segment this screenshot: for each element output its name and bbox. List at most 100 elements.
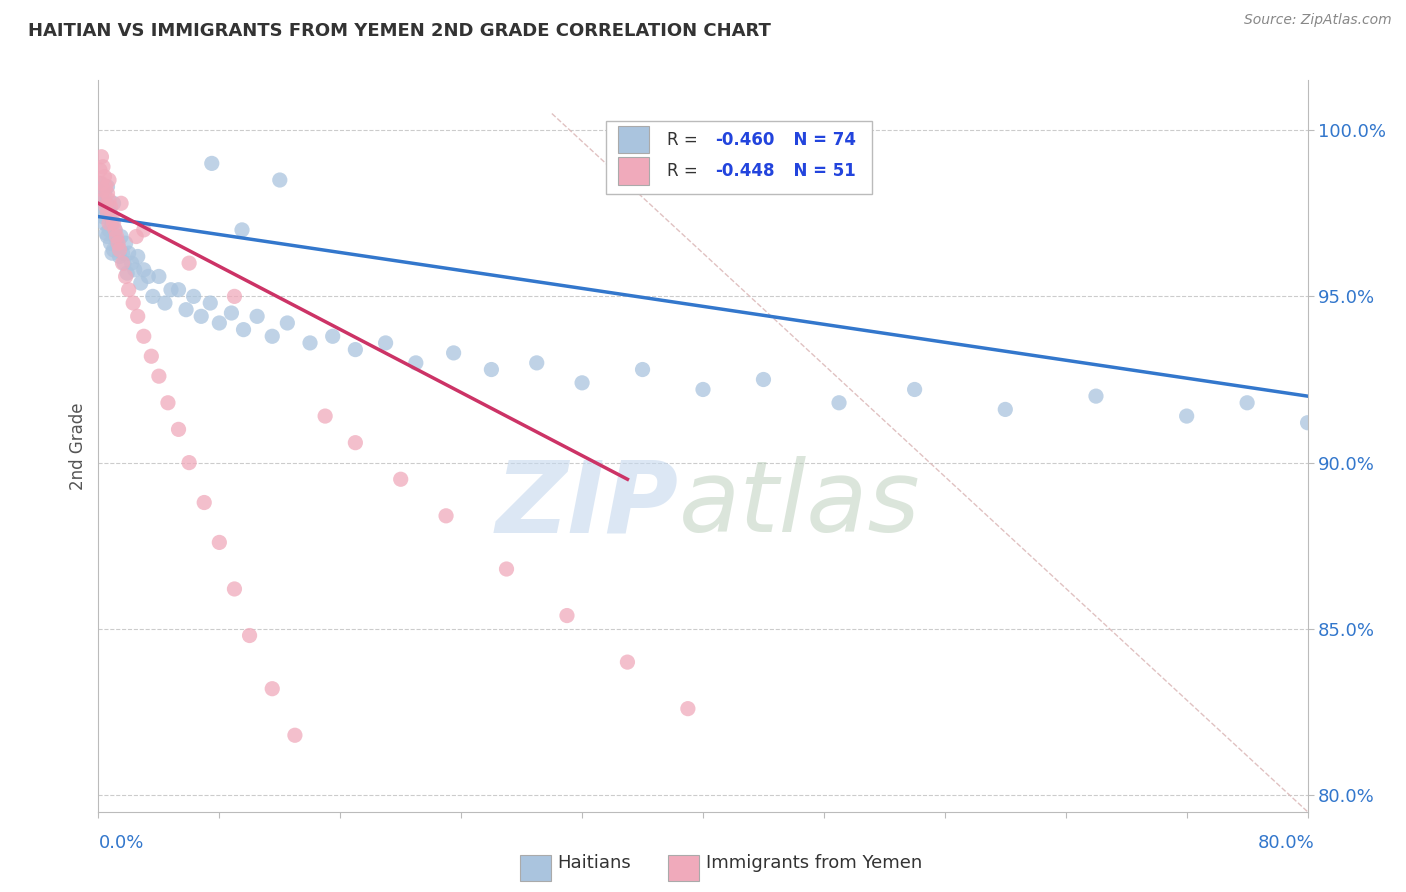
- Point: [344, 343, 367, 357]
- Point: [125, 229, 148, 244]
- Point: [90, 193, 112, 207]
- Point: [114, 269, 136, 284]
- Point: [93, 169, 115, 184]
- Point: [118, 246, 141, 260]
- Text: 80.0%: 80.0%: [1258, 834, 1315, 852]
- Point: [201, 156, 224, 170]
- Point: [114, 236, 136, 251]
- Point: [190, 310, 212, 324]
- Point: [994, 402, 1017, 417]
- Point: [374, 335, 396, 350]
- Point: [179, 256, 201, 270]
- Point: [103, 243, 125, 257]
- Point: [174, 302, 197, 317]
- Point: [481, 362, 503, 376]
- Point: [108, 250, 131, 264]
- Point: [132, 329, 155, 343]
- Point: [98, 216, 121, 230]
- Text: -0.448: -0.448: [716, 162, 775, 180]
- Point: [94, 200, 117, 214]
- Point: [110, 229, 132, 244]
- Point: [122, 296, 145, 310]
- Y-axis label: 2nd Grade: 2nd Grade: [69, 402, 87, 490]
- Point: [101, 210, 124, 224]
- Point: [142, 289, 165, 303]
- Text: ZIP: ZIP: [496, 456, 679, 553]
- Point: [631, 362, 654, 376]
- FancyBboxPatch shape: [606, 120, 872, 194]
- Point: [107, 239, 129, 253]
- Point: [555, 608, 578, 623]
- Point: [153, 296, 176, 310]
- Point: [129, 276, 152, 290]
- Text: atlas: atlas: [679, 456, 921, 553]
- Point: [103, 196, 125, 211]
- Point: [98, 200, 121, 214]
- Point: [723, 146, 745, 161]
- Point: [526, 356, 548, 370]
- Point: [100, 206, 122, 220]
- Point: [389, 472, 412, 486]
- Text: N = 74: N = 74: [782, 130, 856, 149]
- Point: [93, 216, 115, 230]
- Point: [276, 316, 298, 330]
- Point: [1085, 389, 1108, 403]
- Point: [299, 335, 322, 350]
- Point: [676, 701, 699, 715]
- Point: [100, 236, 122, 251]
- Point: [107, 236, 129, 251]
- Point: [239, 628, 262, 642]
- Point: [124, 262, 146, 277]
- Text: R =: R =: [666, 130, 703, 149]
- Point: [443, 346, 465, 360]
- Point: [121, 256, 143, 270]
- Point: [104, 223, 127, 237]
- Point: [132, 262, 155, 277]
- Point: [112, 256, 135, 270]
- Point: [115, 266, 138, 280]
- Point: [262, 681, 284, 696]
- Point: [1296, 416, 1319, 430]
- Point: [136, 269, 159, 284]
- Point: [148, 369, 170, 384]
- Point: [127, 250, 149, 264]
- Point: [1175, 409, 1198, 423]
- Text: Source: ZipAtlas.com: Source: ZipAtlas.com: [1244, 13, 1392, 28]
- Point: [284, 728, 307, 742]
- Point: [101, 246, 124, 260]
- Text: R =: R =: [666, 162, 703, 180]
- Point: [111, 246, 134, 260]
- Text: N = 51: N = 51: [782, 162, 855, 180]
- Point: [90, 150, 112, 164]
- Point: [193, 495, 215, 509]
- Point: [224, 289, 246, 303]
- Point: [434, 508, 457, 523]
- Point: [221, 306, 243, 320]
- Point: [132, 223, 155, 237]
- Point: [91, 193, 114, 207]
- Point: [322, 329, 344, 343]
- Point: [156, 396, 179, 410]
- Point: [1236, 396, 1258, 410]
- Point: [98, 223, 121, 237]
- Text: -0.460: -0.460: [716, 130, 775, 149]
- Point: [91, 160, 114, 174]
- Bar: [619, 126, 648, 153]
- Point: [104, 223, 127, 237]
- Point: [96, 229, 118, 244]
- Point: [148, 269, 170, 284]
- Point: [111, 256, 134, 270]
- Point: [91, 200, 114, 214]
- Point: [90, 177, 112, 191]
- Point: [231, 223, 253, 237]
- Point: [94, 226, 117, 240]
- Point: [262, 329, 284, 343]
- Point: [96, 186, 118, 201]
- Point: [96, 206, 118, 220]
- Point: [224, 582, 246, 596]
- Point: [108, 243, 131, 257]
- Point: [314, 409, 336, 423]
- Point: [692, 383, 714, 397]
- Bar: [619, 157, 648, 185]
- Point: [103, 216, 125, 230]
